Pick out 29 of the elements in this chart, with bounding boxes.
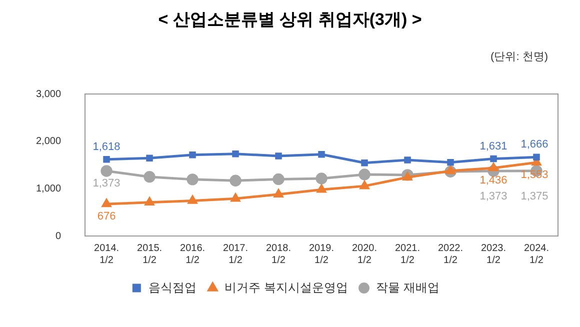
data-label: 1,373 — [480, 190, 508, 203]
data-label: 1,631 — [480, 140, 508, 152]
y-tick-label: 3,000 — [36, 88, 62, 100]
x-tick-label: 2023. 1/2 — [480, 242, 506, 266]
x-tick-label: 2022. 1/2 — [438, 242, 464, 266]
x-tick-label: 2020. 1/2 — [352, 242, 378, 266]
x-tick-label: 2017. 1/2 — [223, 242, 248, 266]
x-tick-label: 2021. 1/2 — [394, 242, 420, 266]
data-label: 1,436 — [480, 174, 508, 187]
x-tick-label: 2019. 1/2 — [308, 242, 334, 266]
x-tick-label: 2015. 1/2 — [137, 242, 162, 266]
y-tick-label: 2,000 — [36, 136, 62, 148]
legend-label: 음식점업 — [148, 280, 197, 294]
data-label: 1,373 — [92, 178, 120, 190]
x-tick-label: 2016. 1/2 — [180, 242, 206, 266]
y-tick-label: 0 — [55, 230, 62, 242]
chart-title: < 산업소분류별 상위 취업자(3개) > — [157, 9, 423, 31]
text: (단위: 천명) — [490, 50, 549, 64]
x-tick-label: 2024. 1/2 — [524, 242, 550, 266]
data-label: 1,375 — [520, 190, 548, 202]
y-tick-label: 1,000 — [36, 183, 62, 194]
data-label: 1,618 — [92, 140, 120, 153]
legend-label: 비거주 복지시설운영업 — [224, 280, 348, 294]
data-label: 1,553 — [520, 169, 548, 182]
x-tick-label: 2018. 1/2 — [266, 242, 292, 266]
x-tick-label: 2014. 1/2 — [94, 242, 120, 266]
data-label: 1,666 — [520, 138, 548, 151]
data-label: 676 — [97, 210, 116, 223]
legend-label: 작물 재배업 — [376, 280, 440, 294]
